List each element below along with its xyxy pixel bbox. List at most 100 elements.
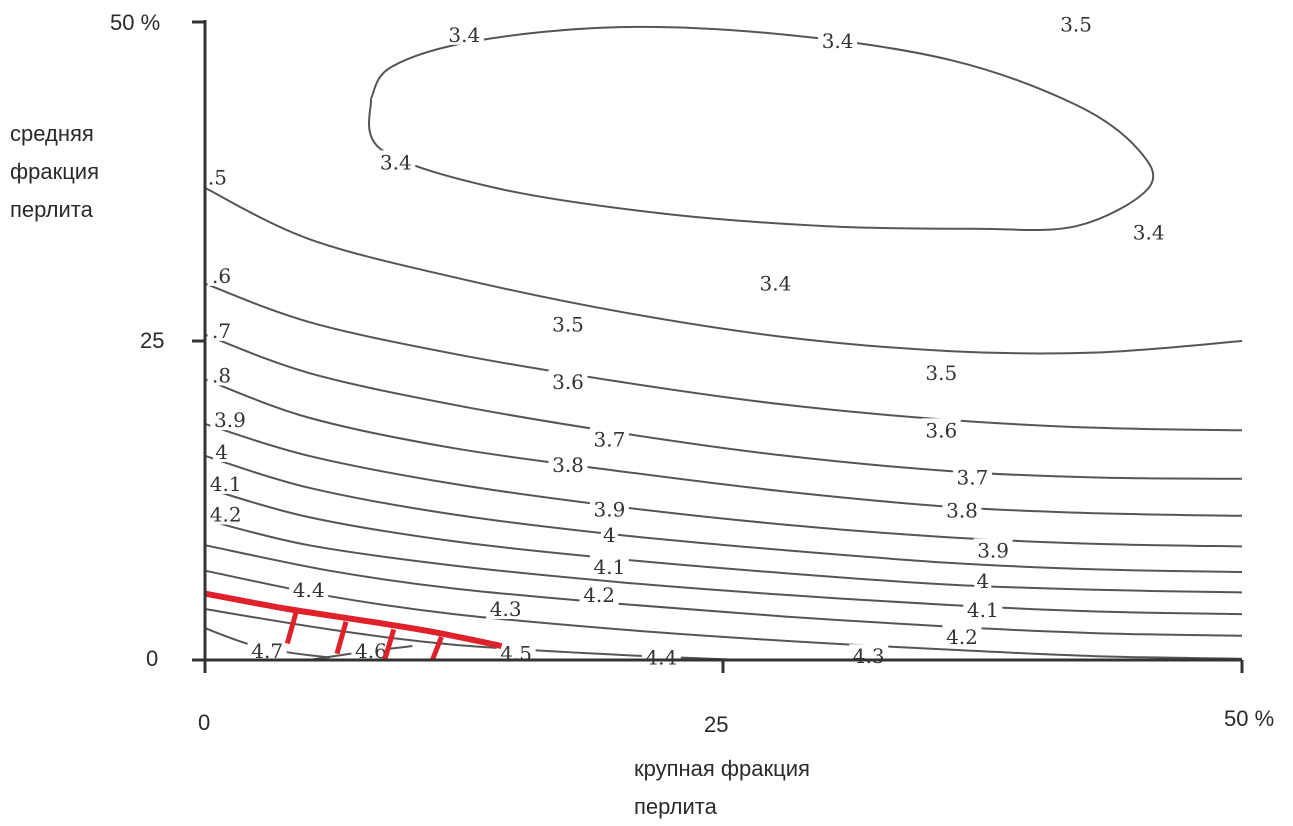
- x-axis-title-line-2: перлита: [634, 794, 717, 819]
- contour-label-4.4: 4.4: [293, 578, 325, 602]
- contour-line-4: [204, 454, 1243, 573]
- contour-label-3.4: 3.4: [822, 29, 854, 53]
- boundary-hatch: [334, 621, 349, 655]
- contour-line-3.8: [204, 378, 1243, 517]
- contour-line-3.9: [204, 422, 1243, 548]
- boundary-hatch: [382, 628, 397, 661]
- contour-label-bg: [207, 363, 236, 386]
- contour-label-3.9: 3.9: [593, 497, 625, 521]
- contour-label-3.5: 3.5: [1060, 13, 1092, 37]
- contour-label-bg: [589, 497, 629, 520]
- contour-line-3.5: [204, 187, 1243, 355]
- contour-label-bg: [755, 271, 795, 294]
- contour-line-4.3: [204, 544, 1243, 637]
- contour-label-4.1: 4.1: [210, 472, 242, 496]
- contour-label-3.8: 3.8: [552, 453, 584, 477]
- contour-label-bg: [206, 471, 246, 494]
- contour-line-3.6: [204, 282, 1243, 432]
- contour-label-bg: [973, 538, 1013, 561]
- contour-label-bg: [207, 318, 236, 341]
- x-axis-title: крупная фракция перлита: [634, 750, 810, 826]
- contour-line-3.4: [368, 25, 1155, 232]
- contour-label-bg: [1056, 12, 1096, 35]
- boundary-hatch: [284, 610, 299, 645]
- contour-label-bg: [921, 360, 961, 383]
- contour-label-3.5: .5: [208, 166, 227, 190]
- axes: [192, 20, 1244, 673]
- contour-label-bg: [206, 502, 246, 525]
- contour-label-bg: [548, 452, 588, 475]
- contour-label-bg: [548, 369, 588, 392]
- contour-label-3.9: 3.9: [977, 538, 1009, 562]
- contour-label-bg: [963, 598, 1003, 621]
- contour-label-4.1: 4.1: [967, 598, 999, 622]
- contour-label-bg: [818, 29, 858, 52]
- contour-label-bg: [444, 22, 484, 45]
- contour-label-bg: [496, 641, 536, 664]
- boundary-line: [204, 590, 503, 649]
- contour-label-bg: [1129, 220, 1169, 243]
- contour-labels: 3.4 3.4 3.4 3.4 3.4 .5 3.5 3.5 3.5 .6 3.6 3.6 .7 3.7 3…: [203, 12, 1169, 669]
- contour-label-3.4: 3.4: [448, 23, 480, 47]
- contour-label-bg: [921, 418, 961, 441]
- x-tick-label-0: 0: [198, 710, 211, 735]
- contour-label-bg: [589, 554, 629, 577]
- contour-label-bg: [942, 498, 982, 521]
- contour-label-3.8: 3.8: [946, 499, 978, 523]
- contour-label-bg: [247, 639, 287, 662]
- contour-label-bg: [210, 408, 250, 431]
- y-tick-label-50: 50 %: [110, 10, 161, 35]
- contour-label-4.2: 4.2: [946, 625, 978, 649]
- x-tick-label-50: 50 %: [1224, 706, 1275, 731]
- contour-label-bg: [213, 440, 231, 462]
- contour-label-3.9: 3.9: [214, 408, 246, 432]
- contour-line-4.1: [204, 486, 1243, 594]
- contour-line-3.7: [204, 333, 1243, 480]
- contour-label-bg: [589, 427, 629, 450]
- contour-label-4.1: 4.1: [593, 555, 625, 579]
- contour-label-bg: [207, 263, 236, 286]
- x-tick-label-25: 25: [704, 712, 729, 737]
- contour-label-bg: [548, 312, 588, 335]
- contour-line-4.2: [204, 518, 1243, 616]
- contour-label-4: 4: [603, 523, 616, 547]
- contour-label-bg: [579, 582, 619, 605]
- y-axis-title-line-1: средняя: [10, 121, 94, 146]
- y-tick-label-0: 0: [146, 646, 159, 671]
- contour-label-4: 4: [976, 569, 989, 593]
- contour-label-3.7: 3.7: [593, 427, 625, 451]
- contour-label-3.8: .8: [212, 364, 231, 388]
- y-axis-title-line-2: фракция: [10, 159, 99, 184]
- contour-label-3.7: .7: [212, 319, 231, 343]
- y-axis-title: средняя фракция перлита: [10, 115, 99, 229]
- contour-label-3.4: 3.4: [1133, 221, 1165, 245]
- contour-label-4.2: 4.2: [210, 503, 242, 527]
- contour-label-4.4: 4.4: [645, 645, 677, 669]
- contour-label-bg: [641, 645, 681, 668]
- boundary-hatch: [430, 636, 444, 661]
- contour-label-3.4: 3.4: [759, 272, 791, 296]
- contour-label-4.2: 4.2: [583, 583, 615, 607]
- contour-label-4.3: 4.3: [853, 644, 885, 668]
- contour-label-4: 4: [215, 440, 228, 464]
- contour-label-bg: [974, 568, 992, 591]
- contour-label-bg: [942, 625, 982, 647]
- contour-label-bg: [289, 577, 329, 600]
- contour-label-3.5: 3.5: [552, 312, 584, 336]
- contour-label-4.5: 4.5: [500, 642, 532, 666]
- contour-label-4.3: 4.3: [490, 597, 522, 621]
- contour-label-3.5: 3.5: [925, 361, 957, 385]
- contour-line-4.4: [204, 569, 1243, 660]
- x-axis-title-line-1: крупная фракция: [634, 756, 810, 781]
- contour-label-bg: [376, 150, 416, 173]
- contour-label-bg: [952, 465, 992, 488]
- contour-label-3.6: .6: [212, 264, 231, 288]
- contour-label-bg: [351, 639, 391, 662]
- constraint-boundary: [204, 590, 503, 661]
- contour-label-3.7: 3.7: [956, 466, 988, 490]
- contour-label-bg: [600, 523, 618, 545]
- contour-label-3.6: 3.6: [925, 418, 957, 442]
- y-axis-title-line-3: перлита: [10, 197, 93, 222]
- contour-lines: [204, 25, 1243, 661]
- y-tick-label-25: 25: [140, 328, 165, 353]
